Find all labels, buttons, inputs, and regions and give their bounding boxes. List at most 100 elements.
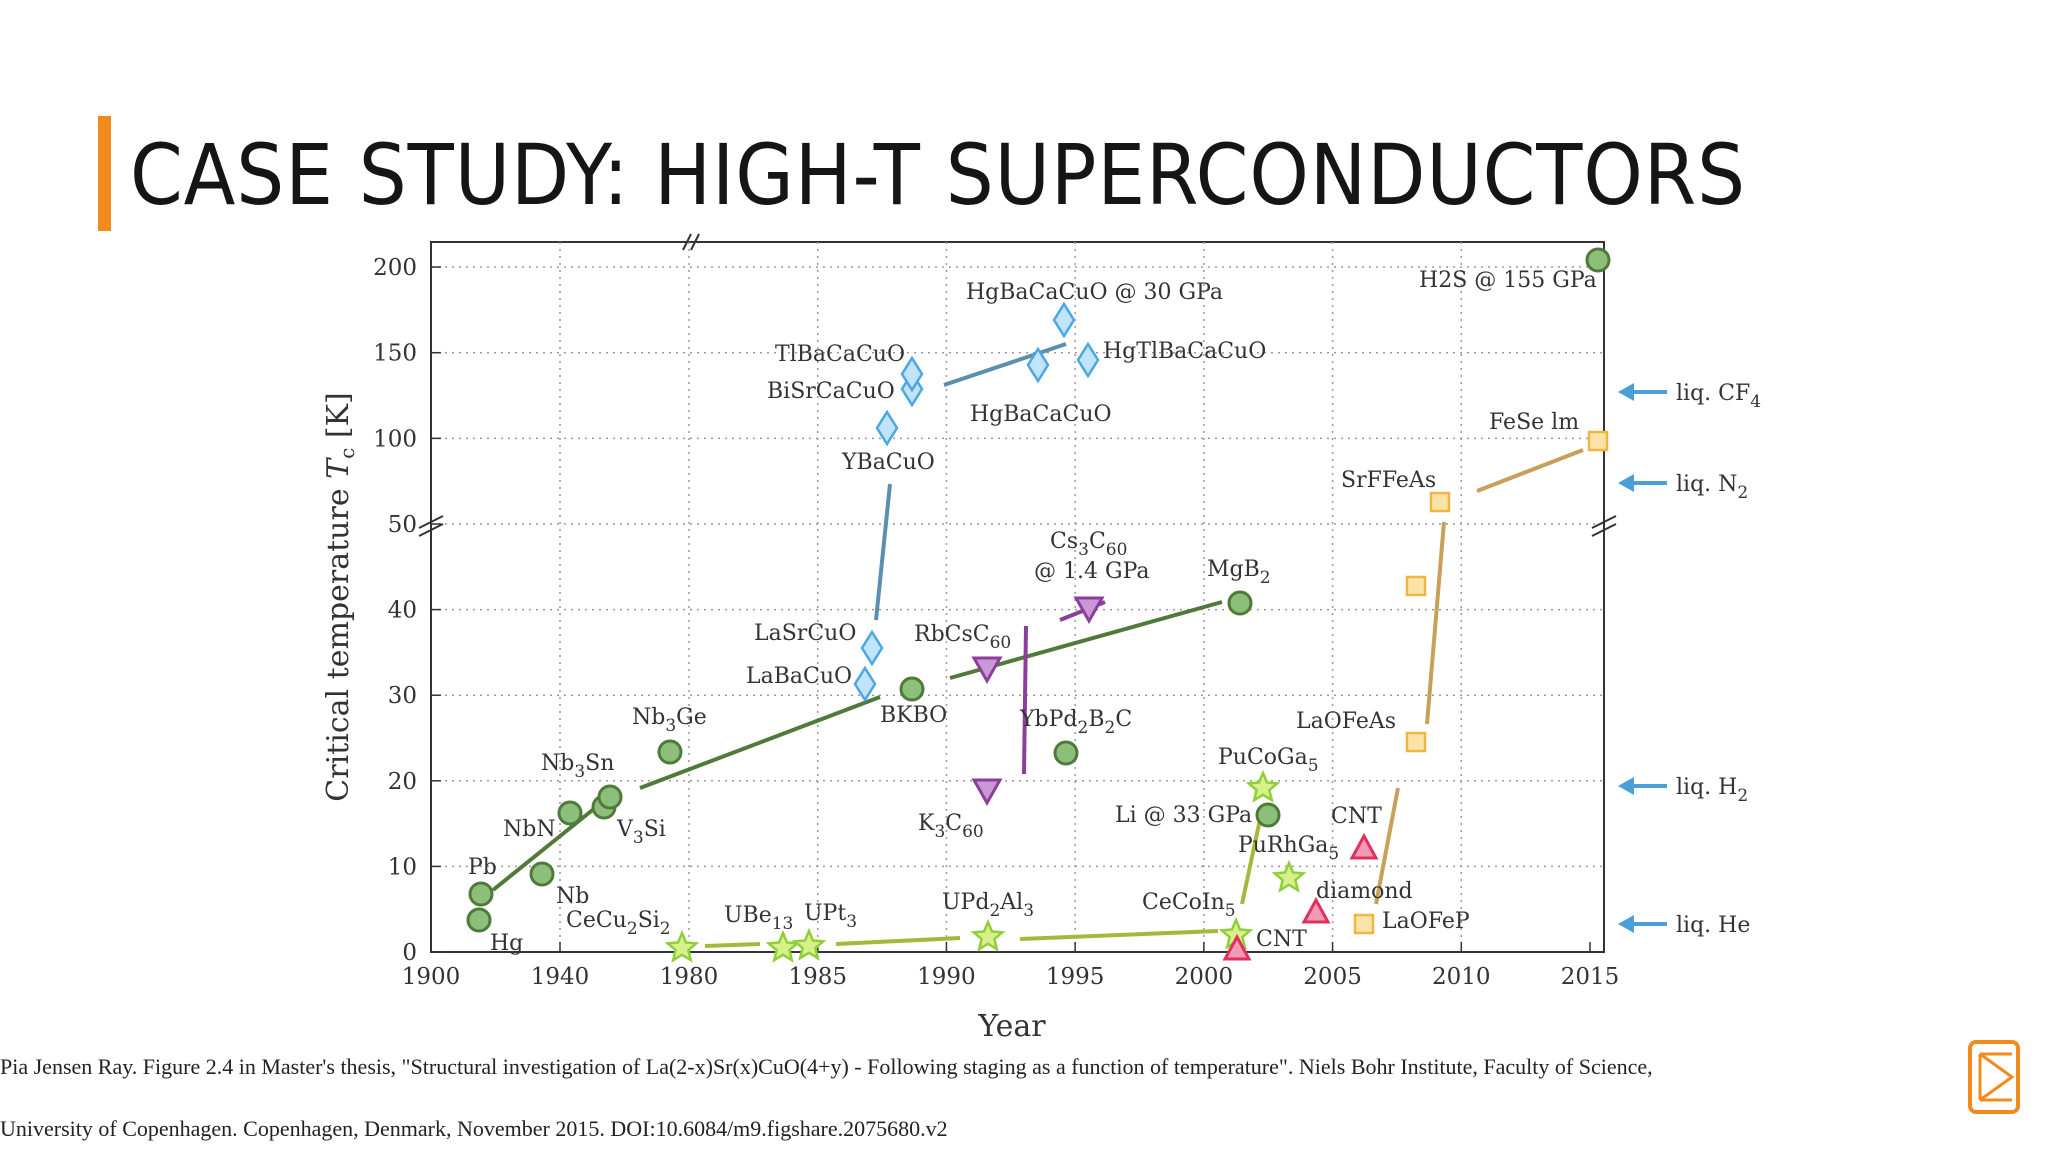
- cuprates-point-ybacuo: [875, 409, 899, 447]
- x-tick-label: 2000: [1175, 964, 1234, 990]
- ref-arrow-head: [1618, 383, 1634, 401]
- x-axis-break-mark: [682, 233, 700, 251]
- label-text: SrFFeAs: [1341, 468, 1436, 493]
- label-nb3ge: Nb3Ge: [632, 705, 707, 736]
- iron-point-fese-lm: [1587, 430, 1609, 452]
- x-tick-label: 1900: [402, 964, 461, 990]
- y-axis-title-symbol: T: [321, 457, 356, 479]
- fullerenes-point-cs3c60-1-4-gpa: [1073, 596, 1105, 625]
- label-subscript: 5: [1225, 901, 1236, 921]
- label-subscript: 2: [989, 901, 1000, 921]
- conventional-point-mgb2: [1227, 590, 1253, 616]
- label-subscript: 2: [1737, 483, 1748, 503]
- label-text: Hg: [490, 931, 523, 956]
- label-rbcsc60: RbCsC60: [914, 622, 1011, 653]
- label-text: HgBaCaCuO: [970, 402, 1112, 427]
- y-tick-label: 30: [388, 683, 417, 709]
- caption-line-1: Pia Jensen Ray. Figure 2.4 in Master's t…: [0, 1054, 1653, 1079]
- cuprates-point-hgtlbacacuo: [1076, 341, 1100, 379]
- label-ybpd2b2c: YbPd2B2C: [1019, 707, 1132, 738]
- iron-point-srffeas: [1429, 491, 1451, 513]
- x-tick-label: 1985: [788, 964, 847, 990]
- label-text: liq. CF: [1676, 381, 1750, 406]
- label-text: GPa: [1172, 280, 1224, 305]
- conventional-point-nb3ge: [657, 739, 683, 765]
- label-text: Sn: [585, 751, 614, 776]
- y-axis-title-part: [K]: [321, 392, 356, 447]
- label-subscript: 3: [934, 822, 945, 842]
- iron-trend-line: [1476, 448, 1584, 493]
- label-text: LaOFeAs: [1296, 709, 1396, 734]
- label-hg: Hg: [490, 931, 523, 956]
- label-subscript: 2: [627, 919, 638, 939]
- label-text: 2: [1438, 268, 1452, 293]
- title-accent-bar: [98, 116, 111, 231]
- carbon-point-cnt: [1349, 832, 1379, 860]
- label-upt3: UPt3: [804, 901, 857, 932]
- x-tick-label: 1980: [660, 964, 719, 990]
- label-upd2al3: UPd2Al3: [942, 890, 1034, 921]
- y-tick-label: 150: [373, 341, 417, 367]
- label-text: LaOFeP: [1382, 909, 1470, 934]
- label-text: Nb: [556, 884, 589, 909]
- label-subscript: 60: [1106, 540, 1128, 560]
- cuprates-point-lasrcuo: [860, 629, 884, 667]
- conventional-point-h2s-155-gpa: [1585, 247, 1611, 273]
- cuprates-point-hgbacacuo: [1026, 346, 1050, 384]
- label-subscript: 60: [990, 633, 1012, 653]
- heavy-fermion-point-cecu2si2: [664, 929, 700, 963]
- label-subscript: 3: [846, 912, 857, 932]
- label-text: HgBaCaCuO @: [966, 280, 1144, 305]
- label-text: liq. N: [1676, 472, 1737, 497]
- plot-frame: [430, 241, 1605, 953]
- label-text: CeCoIn: [1142, 890, 1225, 915]
- label-subscript: 2: [1260, 568, 1271, 588]
- ref-label-liq-h2: liq. H2: [1676, 775, 1748, 806]
- conventional-point-nb3sn: [597, 784, 623, 810]
- heavy-fermion-point-upd2al3: [970, 918, 1006, 952]
- label-text: Li @: [1115, 803, 1173, 828]
- label-text: 1: [1063, 559, 1077, 584]
- label-text: K: [918, 811, 935, 836]
- label-nbn: NbN: [503, 817, 556, 842]
- label-text: C: [945, 811, 962, 836]
- label-text: 30: [1144, 280, 1172, 305]
- iron-trend-line: [1374, 787, 1400, 905]
- label-text: YbPd: [1019, 707, 1078, 732]
- label-text: NbN: [503, 817, 556, 842]
- label-text: UBe: [724, 903, 772, 928]
- label-subscript: 3: [633, 828, 644, 848]
- label-text: CeCu: [566, 908, 627, 933]
- label-subscript: 2: [1105, 718, 1116, 738]
- label-tlbacacuo: TlBaCaCuO: [775, 342, 905, 367]
- label-subscript: 2: [660, 919, 671, 939]
- conventional-point-hg: [466, 907, 492, 933]
- label-labacuo: LaBaCuO: [746, 664, 852, 689]
- label-text: Nb: [541, 751, 574, 776]
- label-cs3c60: Cs3C60: [1050, 529, 1127, 560]
- label-srffeas: SrFFeAs: [1341, 468, 1436, 493]
- label-text: Pb: [468, 855, 497, 880]
- ref-arrow-head: [1618, 915, 1634, 933]
- label-text: HgTlBaCaCuO: [1103, 339, 1266, 364]
- label-ube13: UBe13: [724, 903, 793, 934]
- ref-label-liq-n2: liq. N2: [1676, 472, 1748, 503]
- label-text: TlBaCaCuO: [775, 342, 905, 367]
- label-subscript: 60: [962, 822, 984, 842]
- label-nb: Nb: [556, 884, 589, 909]
- carbon-point-diamond: [1301, 896, 1331, 924]
- fullerenes-trend-line: [1022, 625, 1028, 775]
- label-text: 155: [1503, 268, 1545, 293]
- heavy-fermion-trend-line: [1240, 809, 1264, 905]
- label-text: C: [1115, 707, 1132, 732]
- label-h2s-155-gpa: H2S @ 155 GPa: [1419, 268, 1597, 293]
- y-tick-label: 100: [373, 426, 417, 452]
- carbon-point-cnt: [1222, 933, 1252, 961]
- y-tick-label: 40: [388, 598, 417, 624]
- label-ybacuo: YBaCuO: [841, 450, 935, 475]
- label-text: RbCsC: [914, 622, 990, 647]
- label-mgb2: MgB2: [1207, 557, 1271, 588]
- label-text: LaBaCuO: [746, 664, 852, 689]
- heavy-fermion-trend-line: [704, 942, 761, 948]
- label-laofep: LaOFeP: [1382, 909, 1470, 934]
